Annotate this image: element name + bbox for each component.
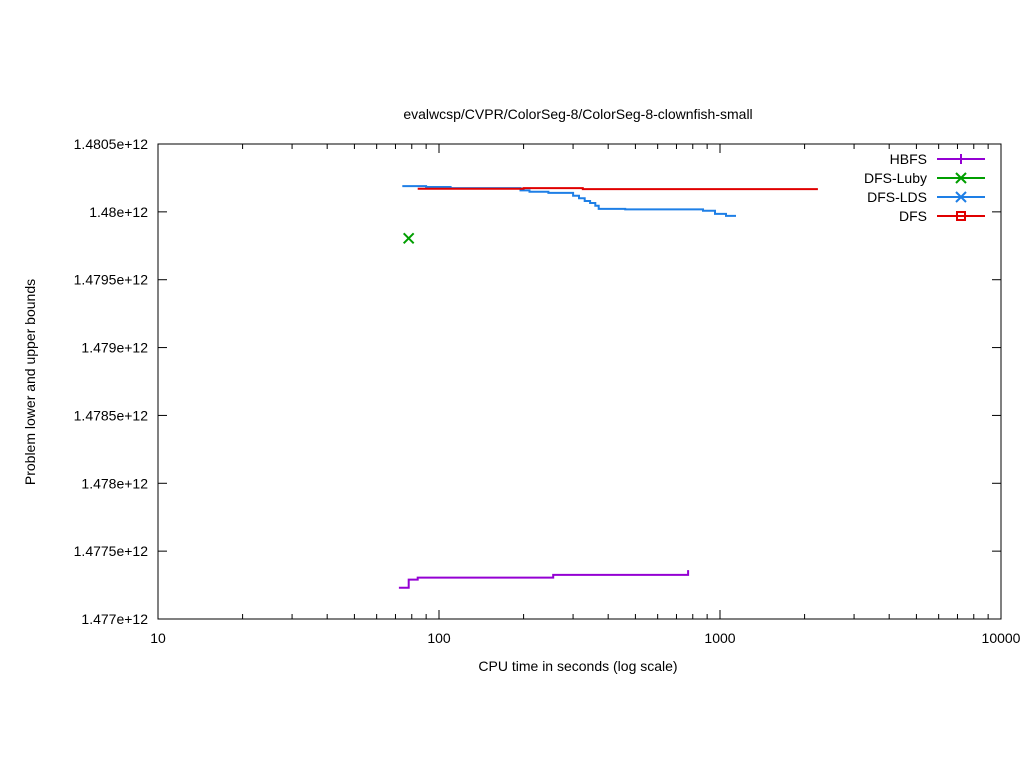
legend-item-dfs-luby: DFS-Luby bbox=[864, 170, 985, 186]
plot-frame bbox=[157, 143, 1002, 620]
marker-stroke bbox=[402, 232, 415, 245]
marker-stroke bbox=[956, 211, 966, 221]
legend-label: DFS bbox=[899, 208, 927, 224]
legend-label: DFS-LDS bbox=[867, 189, 927, 205]
data-point-dfs-luby bbox=[402, 232, 415, 245]
legend-marker bbox=[955, 191, 967, 203]
y-tick-label: 1.4785e+12 bbox=[74, 407, 149, 423]
x-tick-label: 10000 bbox=[982, 630, 1021, 646]
legend-label: DFS-Luby bbox=[864, 170, 927, 186]
y-tick-label: 1.4775e+12 bbox=[74, 543, 149, 559]
y-tick-label: 1.477e+12 bbox=[81, 611, 148, 627]
x-tick-label: 10 bbox=[150, 630, 166, 646]
marker-stroke bbox=[955, 172, 967, 184]
legend-marker bbox=[955, 172, 967, 184]
y-tick-label: 1.48e+12 bbox=[89, 204, 148, 220]
plot-area: 1.477e+12 1.4775e+12 1.478e+12 1.4785e+12 1.… bbox=[74, 136, 1021, 646]
y-tick-label: 1.4805e+12 bbox=[74, 136, 149, 152]
legend-item-hbfs: HBFS bbox=[890, 151, 985, 167]
legend: HBFS DFS-Luby DFS-LDS DFS bbox=[864, 151, 985, 224]
series-line-dfs-lds bbox=[402, 185, 736, 217]
chart-title: evalwcsp/CVPR/ColorSeg-8/ColorSeg-8-clow… bbox=[403, 106, 752, 122]
series-line-dfs bbox=[417, 187, 818, 191]
x-tick-label: 1000 bbox=[704, 630, 735, 646]
legend-label: HBFS bbox=[890, 151, 927, 167]
y-tick-label: 1.4795e+12 bbox=[74, 272, 149, 288]
y-axis-label: Problem lower and upper bounds bbox=[22, 279, 38, 485]
legend-marker bbox=[956, 154, 966, 164]
legend-marker bbox=[956, 211, 966, 221]
legend-item-dfs: DFS bbox=[899, 208, 985, 224]
y-tick-label: 1.479e+12 bbox=[81, 340, 148, 356]
x-axis-label: CPU time in seconds (log scale) bbox=[478, 658, 677, 674]
legend-item-dfs-lds: DFS-LDS bbox=[867, 189, 985, 205]
y-tick-label: 1.478e+12 bbox=[81, 475, 148, 491]
series-line-hbfs bbox=[398, 570, 690, 589]
x-tick-label: 100 bbox=[427, 630, 451, 646]
